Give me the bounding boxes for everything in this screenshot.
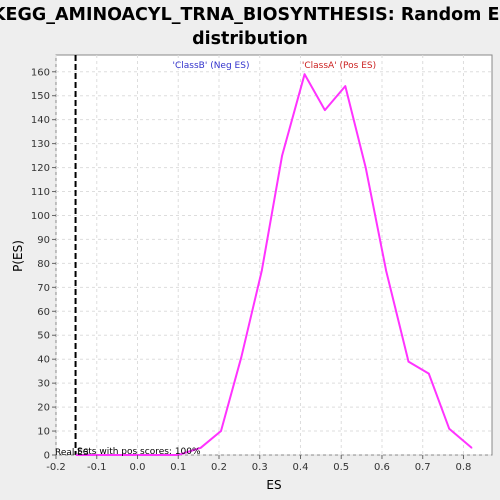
series-point: [157, 454, 159, 456]
series-point: [448, 427, 451, 430]
x-tick-label: 0.0: [130, 462, 146, 473]
series-point: [220, 430, 222, 432]
series-group: [75, 73, 473, 456]
series-point: [428, 372, 430, 375]
real-es-annotation: Real ES: [55, 448, 89, 458]
series-point: [470, 447, 473, 449]
x-tick-label: 0.7: [415, 462, 431, 473]
y-tick-label: 140: [31, 115, 50, 126]
series-point: [407, 360, 410, 363]
y-tick-label: 150: [31, 91, 50, 102]
x-tick-label: 0.3: [252, 462, 268, 473]
y-tick-label: 70: [37, 283, 50, 294]
y-tick-label: 50: [37, 331, 50, 342]
y-tick-label: 40: [37, 355, 50, 366]
x-tick-label: 0.5: [333, 462, 349, 473]
y-tick-label: 60: [37, 307, 50, 318]
x-tick-label: 0.1: [170, 462, 186, 473]
grid-lines: [55, 55, 492, 456]
classb-annotation: 'ClassB' (Neg ES): [173, 61, 250, 71]
y-tick-label: 110: [31, 187, 50, 198]
y-axis-ticks: 0 10 20 30 40 50 60 70 80 90 100 110 120 130 140 150 160: [31, 67, 56, 462]
x-tick-label: -0.1: [87, 462, 107, 473]
chart-title-line2: distribution: [192, 29, 308, 49]
series-point: [324, 109, 326, 111]
series-point: [75, 454, 78, 456]
sets-pos-scores-annotation: Sets with pos scores: 100%: [77, 447, 201, 457]
y-axis-label: P(ES): [11, 240, 25, 272]
y-tick-label: 100: [31, 211, 50, 222]
y-tick-label: 120: [31, 163, 50, 174]
y-tick-label: 20: [37, 403, 50, 414]
series-point: [385, 269, 387, 272]
x-tick-label: 0.2: [211, 462, 227, 473]
y-tick-label: 30: [37, 379, 50, 390]
x-tick-label: -0.2: [46, 462, 66, 473]
x-axis-ticks: -0.2 -0.1 0.0 0.1 0.2 0.3 0.4 0.5 0.6 0.7 0.8: [46, 455, 471, 473]
classa-annotation: 'ClassA' (Pos ES): [302, 61, 376, 71]
y-tick-label: 130: [31, 139, 50, 150]
series-point: [364, 166, 367, 169]
series-point: [199, 447, 202, 449]
y-tick-label: 160: [31, 67, 50, 78]
x-tick-label: 0.4: [293, 462, 309, 473]
chart-title-line1: KEGG_AMINOACYL_TRNA_BIOSYNTHESIS: Random…: [0, 5, 500, 25]
series-point: [281, 154, 283, 157]
y-tick-label: 0: [44, 451, 50, 462]
series-line: [76, 73, 473, 456]
series-point: [116, 454, 118, 456]
series-point: [240, 355, 243, 358]
x-axis-label: ES: [266, 478, 281, 492]
y-tick-label: 90: [37, 235, 50, 246]
series-point: [260, 269, 263, 272]
plot-area: [55, 54, 493, 456]
y-tick-label: 10: [37, 427, 50, 438]
series-point: [344, 85, 347, 87]
x-tick-label: 0.8: [456, 462, 472, 473]
x-tick-label: 0.6: [374, 462, 390, 473]
y-tick-label: 80: [37, 259, 50, 270]
series-point: [303, 73, 306, 75]
